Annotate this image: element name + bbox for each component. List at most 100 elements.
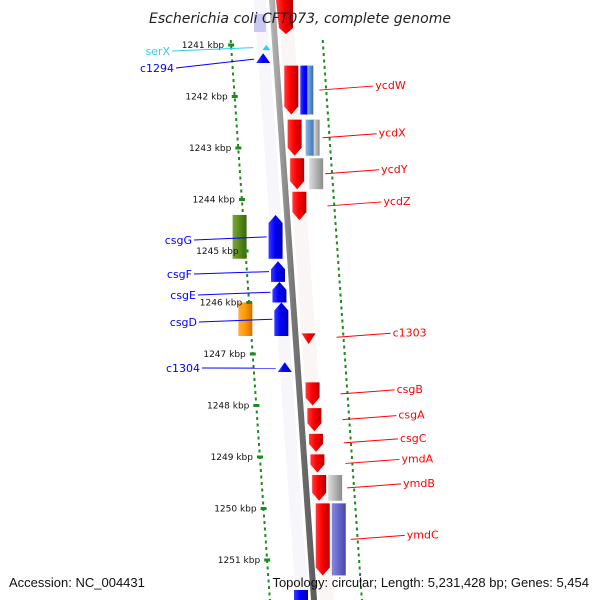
gene-csgc[interactable] (308, 433, 323, 452)
label-ycdx[interactable]: ycdX (379, 127, 407, 140)
guide-dot-right (349, 430, 352, 433)
scale-tick (228, 43, 235, 47)
gene-ycdw[interactable] (284, 65, 299, 115)
guide-dot-left (261, 488, 264, 492)
guide-dot-left (263, 514, 266, 518)
partial-gene-top (276, 0, 293, 34)
label-ycdz[interactable]: ycdZ (383, 195, 411, 208)
guide-dot-right (323, 66, 326, 69)
guide-dot-left (247, 293, 250, 297)
label-ycdw[interactable]: ycdW (375, 79, 406, 92)
guide-dot-right (340, 300, 342, 303)
label-csge[interactable]: csgE (170, 289, 196, 302)
guide-dot-left (233, 92, 236, 95)
gene-serx[interactable] (262, 45, 271, 51)
gene-csgd[interactable] (274, 302, 289, 336)
gene-ycdx-cds-2[interactable] (313, 119, 320, 156)
gene-ycdx[interactable] (287, 119, 302, 156)
gene-ycdy[interactable] (290, 158, 305, 190)
gene-ymdc-cds-1[interactable] (331, 503, 346, 576)
scale-tick (264, 558, 271, 562)
guide-dot-left (233, 98, 236, 102)
gene-csgg-cds-1[interactable] (232, 214, 247, 259)
guide-dot-right (342, 339, 345, 342)
label-csgd[interactable]: csgD (170, 316, 197, 329)
label-csgc[interactable]: csgC (400, 432, 427, 445)
guide-dot-right (339, 293, 342, 297)
label-ymda[interactable]: ymdA (401, 452, 433, 465)
guide-dot-right (328, 137, 331, 141)
label-c1304[interactable]: c1304 (166, 362, 200, 375)
guide-dot-right (335, 241, 338, 245)
gene-csgb[interactable] (305, 382, 320, 406)
guide-dot-right (350, 449, 353, 453)
guide-dot-left (241, 209, 244, 212)
guide-dot-right (339, 287, 342, 290)
guide-dot-right (343, 345, 346, 349)
label-ymdb[interactable]: ymdB (403, 477, 435, 490)
label-c1303[interactable]: c1303 (393, 326, 427, 339)
guide-dot-left (240, 189, 243, 193)
leader-ycdz (327, 201, 382, 207)
guide-dot-right (354, 508, 357, 511)
guide-dot-left (251, 345, 254, 349)
guide-dot-right (360, 592, 363, 596)
guide-dot-right (331, 183, 334, 186)
gene-c1303[interactable] (301, 333, 316, 345)
guide-dot-left (237, 144, 240, 147)
guide-dot-left (258, 443, 261, 446)
guide-dot-left (239, 183, 242, 186)
guide-dot-left (236, 137, 239, 141)
label-csgf[interactable]: csgF (167, 268, 192, 281)
guide-dot-right (347, 410, 350, 414)
guide-dot-right (343, 352, 346, 355)
guide-dot-right (332, 189, 335, 193)
leader-csgf (193, 271, 270, 275)
gene-c1294[interactable] (256, 53, 271, 64)
guide-dot-right (355, 527, 358, 531)
label-c1294[interactable]: c1294 (140, 62, 174, 75)
label-csgg[interactable]: csgG (165, 234, 192, 247)
leader-ycdw (319, 85, 374, 91)
guide-dot-right (357, 553, 360, 557)
label-serx[interactable]: serX (145, 45, 170, 58)
guide-dot-left (238, 170, 241, 173)
gene-ymdb[interactable] (312, 475, 327, 501)
gene-ymdc[interactable] (315, 503, 330, 576)
guide-dot-left (261, 495, 264, 498)
gene-ymda[interactable] (310, 454, 325, 473)
guide-dot-left (236, 131, 239, 134)
guide-dot-left (231, 66, 234, 69)
gene-ycdx-cds-1[interactable] (305, 119, 316, 156)
leader-csga (342, 415, 397, 421)
guide-dot-right (356, 534, 359, 537)
label-csgb[interactable]: csgB (397, 383, 423, 396)
gene-ycdw-cds-2[interactable] (307, 65, 314, 115)
label-ycdy[interactable]: ycdY (381, 163, 408, 176)
gene-csgg[interactable] (268, 214, 283, 259)
guide-dot-right (350, 443, 353, 446)
guide-dot-left (259, 462, 262, 466)
guide-dot-right (348, 423, 351, 427)
gene-csgf[interactable] (271, 261, 286, 282)
scale-tick-label: 1241 kbp (182, 41, 225, 51)
guide-dot-left (264, 540, 267, 544)
gene-ycdz[interactable] (292, 191, 307, 221)
gene-c1304[interactable] (277, 362, 292, 373)
leader-csgg (193, 236, 267, 241)
guide-dot-right (345, 371, 348, 375)
guide-dot-left (245, 261, 248, 264)
guide-dot-right (324, 85, 327, 89)
label-csga[interactable]: csgA (398, 409, 425, 422)
gene-ycdw-cds-1[interactable] (300, 65, 310, 115)
gene-ycdy-cds-1[interactable] (309, 158, 324, 190)
leader-ymdc (350, 534, 405, 540)
gene-csge[interactable] (272, 281, 287, 303)
guide-dot-right (345, 384, 348, 388)
gene-ymdb-cds-1[interactable] (328, 475, 343, 501)
scale-tick-label: 1250 kbp (214, 505, 257, 515)
gene-csga[interactable] (307, 408, 322, 432)
gene-csgd-cds-1[interactable] (238, 302, 253, 336)
label-ymdc[interactable]: ymdC (407, 528, 439, 541)
